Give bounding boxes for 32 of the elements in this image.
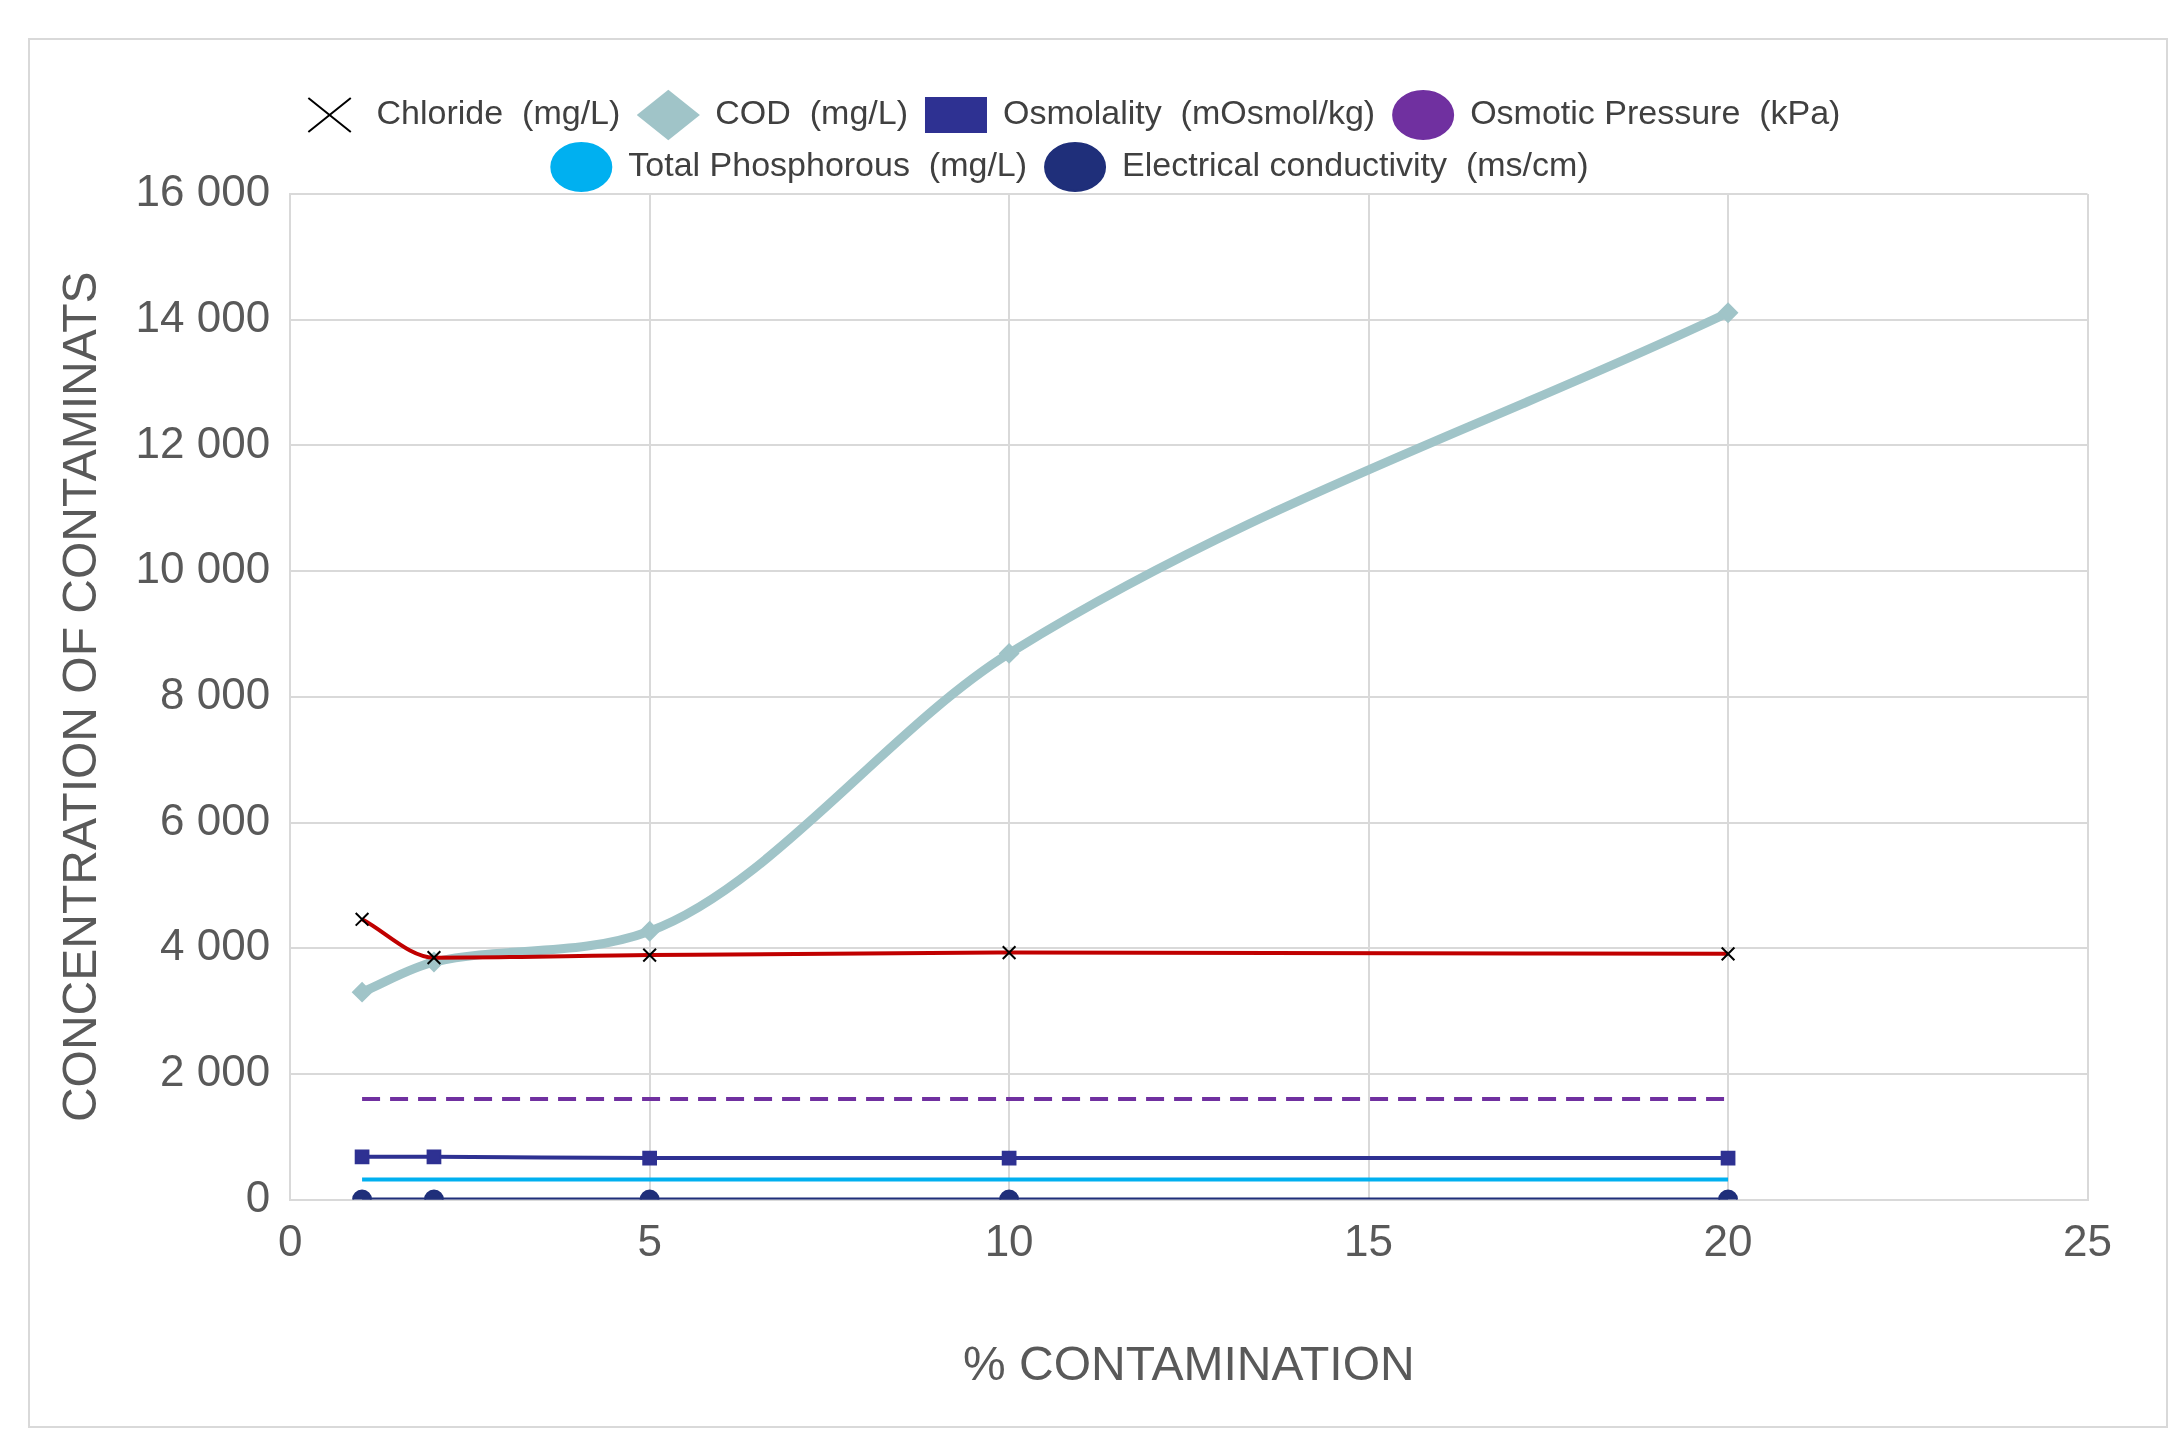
y-tick-label: 0: [245, 1171, 271, 1221]
x-tick-label: 5: [637, 1216, 662, 1266]
y-tick-label: 16 000: [135, 166, 271, 216]
point: [1720, 1150, 1736, 1166]
legend-label: COD (mg/L): [715, 93, 908, 132]
y-tick-label: 4 000: [160, 920, 271, 970]
point: [1001, 1150, 1017, 1166]
x-tick-label: 10: [984, 1216, 1034, 1266]
y-tick-label: 10 000: [135, 543, 271, 593]
legend-label: Total Phosphorous (mg/L): [628, 145, 1028, 184]
x-tick-label: 25: [2063, 1216, 2113, 1266]
point: [999, 643, 1020, 664]
point: [426, 1149, 442, 1165]
point: [642, 1150, 658, 1166]
legend-label: Osmotic Pressure (kPa): [1470, 93, 1841, 132]
y-tick-label: 14 000: [135, 291, 271, 341]
legend-label: Osmolality (mOsmol/kg): [1002, 93, 1376, 132]
point: [1718, 302, 1739, 323]
x-tick-label: 0: [277, 1216, 303, 1266]
legend-label: Chloride (mg/L): [376, 93, 621, 132]
y-tick-label: 8 000: [160, 668, 271, 718]
y-tick-label: 6 000: [160, 794, 271, 844]
y-axis-title: CONCENTRATION OF CONTAMINATS: [53, 271, 107, 1123]
y-tick-label: 12 000: [135, 417, 271, 467]
legend-label: Electrical conductivity (ms/cm): [1122, 145, 1589, 184]
point: [352, 982, 373, 1003]
y-tick-label: 2 000: [160, 1046, 271, 1096]
point: [639, 921, 660, 942]
x-axis-title: % CONTAMINATION: [963, 1337, 1415, 1391]
x-tick-label: 20: [1703, 1216, 1753, 1266]
x-tick-label: 15: [1344, 1216, 1394, 1266]
point: [354, 1149, 370, 1165]
